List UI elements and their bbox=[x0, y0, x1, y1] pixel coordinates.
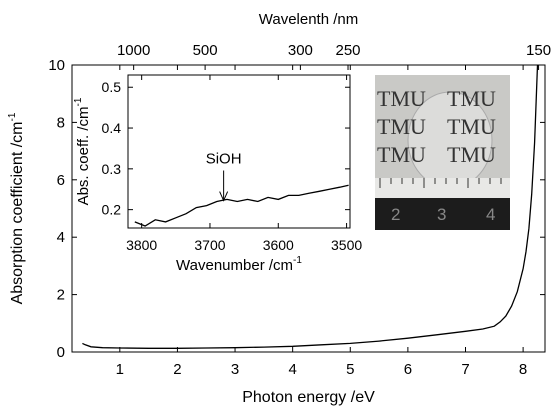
x-axis-label: Photon energy /eV bbox=[242, 389, 375, 406]
y-axis-label: Absorption coefficient /cm-1 bbox=[7, 112, 26, 304]
plot-frame bbox=[127, 74, 351, 229]
photo-text: TMU bbox=[377, 86, 426, 111]
ruler-ticks bbox=[379, 178, 502, 188]
x-tick-label: 7 bbox=[461, 361, 469, 378]
y-tick-label: 0.3 bbox=[102, 161, 122, 177]
photo-text: TMU bbox=[447, 86, 496, 111]
x2-axis-label: Wavelenth /nm bbox=[259, 11, 359, 28]
x-tick-label: 2 bbox=[173, 361, 181, 378]
x-tick-label: 5 bbox=[346, 361, 354, 378]
x2-tick-label: 1000 bbox=[117, 42, 150, 59]
x-tick-label: 3700 bbox=[194, 237, 225, 253]
x2-tick-label: 250 bbox=[336, 42, 361, 59]
y-axis-label-sup: -1 bbox=[73, 97, 84, 106]
inset-background bbox=[128, 75, 350, 228]
y-tick-label: 6 bbox=[57, 172, 65, 189]
y-tick-label: 8 bbox=[57, 114, 65, 131]
x-axis-label-main: Photon energy /eV bbox=[242, 389, 375, 406]
x2-tick-label: 500 bbox=[193, 42, 218, 59]
x-tick-label: 3500 bbox=[331, 237, 362, 253]
y-tick-label: 0 bbox=[57, 344, 65, 361]
y-axis-label: Abs. coeff. /cm-1 bbox=[73, 97, 92, 205]
x2-tick-label: 150 bbox=[526, 42, 551, 59]
x-tick-label: 6 bbox=[404, 361, 412, 378]
x-axis-label-main: Wavenumber /cm bbox=[176, 257, 293, 274]
y-axis-label-main: Abs. coeff. /cm bbox=[75, 106, 92, 205]
x-tick-label: 4 bbox=[288, 361, 296, 378]
x-tick-label: 8 bbox=[519, 361, 527, 378]
photo-text: TMU bbox=[447, 142, 496, 167]
ruler bbox=[375, 178, 510, 198]
annotation: SiOH bbox=[206, 151, 242, 168]
photo-text: TMU bbox=[447, 114, 496, 139]
annotation-arrowhead bbox=[219, 191, 229, 202]
data-line bbox=[134, 184, 349, 227]
x-tick-label: 3800 bbox=[126, 237, 157, 253]
y-tick-label: 2 bbox=[57, 287, 65, 304]
y-axis-label-sup: -1 bbox=[7, 112, 18, 121]
x-tick-label: 1 bbox=[116, 361, 124, 378]
y-tick-label: 4 bbox=[57, 229, 65, 246]
plot-frame bbox=[71, 64, 546, 353]
ruler-label: 3 bbox=[437, 205, 446, 224]
x-axis-label-sup: -1 bbox=[293, 255, 302, 266]
x-axis-label: Wavenumber /cm-1 bbox=[176, 255, 302, 274]
photo-text: TMU bbox=[377, 114, 426, 139]
ruler-base bbox=[375, 198, 510, 230]
ruler-label: 2 bbox=[391, 205, 400, 224]
y-tick-label: 10 bbox=[48, 57, 65, 74]
y-tick-label: 0.4 bbox=[102, 120, 122, 136]
y-tick-label: 0.5 bbox=[102, 79, 122, 95]
y-tick-label: 0.2 bbox=[102, 202, 122, 218]
y-axis-label-main: Absorption coefficient /cm bbox=[9, 122, 26, 305]
x-tick-label: 3 bbox=[231, 361, 239, 378]
x-tick-label: 3600 bbox=[263, 237, 294, 253]
data-line bbox=[82, 64, 539, 349]
ruler-label: 4 bbox=[486, 205, 495, 224]
photo: TMU TMU TMU TMU TMU TMU 2 3 4 bbox=[375, 75, 510, 230]
photo-text: TMU bbox=[377, 142, 426, 167]
x2-tick-label: 300 bbox=[288, 42, 313, 59]
